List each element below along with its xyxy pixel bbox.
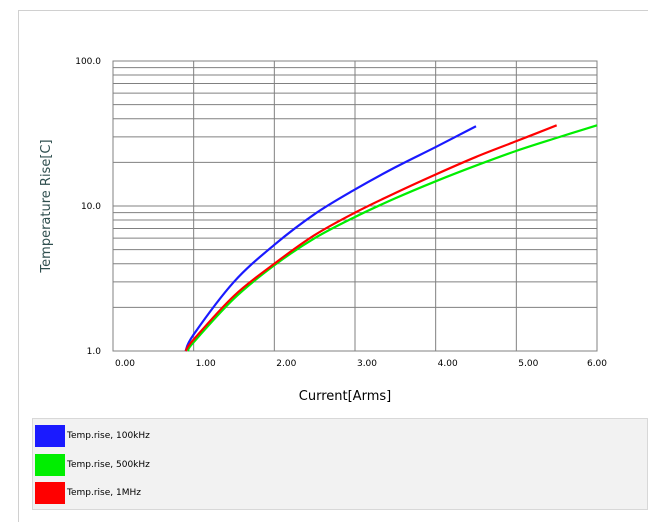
tick-labels: 0.00 1.00 2.00 3.00 4.00 5.00 6.00 1.0 10.0 100.0 xyxy=(75,57,607,369)
grid xyxy=(113,61,597,351)
legend-label-1mhz: Temp.rise, 1MHz xyxy=(67,488,141,498)
legend-item-100khz: Temp.rise, 100kHz xyxy=(35,425,150,447)
x-tick-label: 3.00 xyxy=(357,359,377,369)
chart-frame xyxy=(18,10,648,522)
series xyxy=(184,124,598,352)
legend-label-100khz: Temp.rise, 100kHz xyxy=(67,431,150,441)
x-tick-label: 6.00 xyxy=(587,359,607,369)
x-axis-title: Current[Arms] xyxy=(299,389,391,404)
legend-item-500khz: Temp.rise, 500kHz xyxy=(35,454,150,476)
legend-swatch-500khz xyxy=(35,454,65,476)
x-tick-label: 5.00 xyxy=(518,359,538,369)
legend-item-1mhz: Temp.rise, 1MHz xyxy=(35,482,141,504)
series-line-1 xyxy=(187,124,598,352)
x-tick-label: 1.00 xyxy=(196,359,216,369)
y-tick-label: 100.0 xyxy=(75,57,101,67)
legend-swatch-1mhz xyxy=(35,482,65,504)
legend-label-500khz: Temp.rise, 500kHz xyxy=(67,460,150,470)
x-tick-label: 4.00 xyxy=(438,359,458,369)
legend-swatch-100khz xyxy=(35,425,65,447)
x-tick-label: 0.00 xyxy=(115,359,135,369)
y-tick-label: 1.0 xyxy=(87,347,102,357)
chart: 0.00 1.00 2.00 3.00 4.00 5.00 6.00 1.0 10.0 100.0… xyxy=(39,57,607,404)
y-tick-label: 10.0 xyxy=(81,202,101,212)
series-line-0 xyxy=(184,125,477,352)
x-tick-label: 2.00 xyxy=(276,359,296,369)
y-axis-title: Temperature Rise[C] xyxy=(39,139,54,273)
series-line-2 xyxy=(184,124,558,352)
legend: Temp.rise, 100kHz Temp.rise, 500kHz Temp… xyxy=(32,418,648,510)
